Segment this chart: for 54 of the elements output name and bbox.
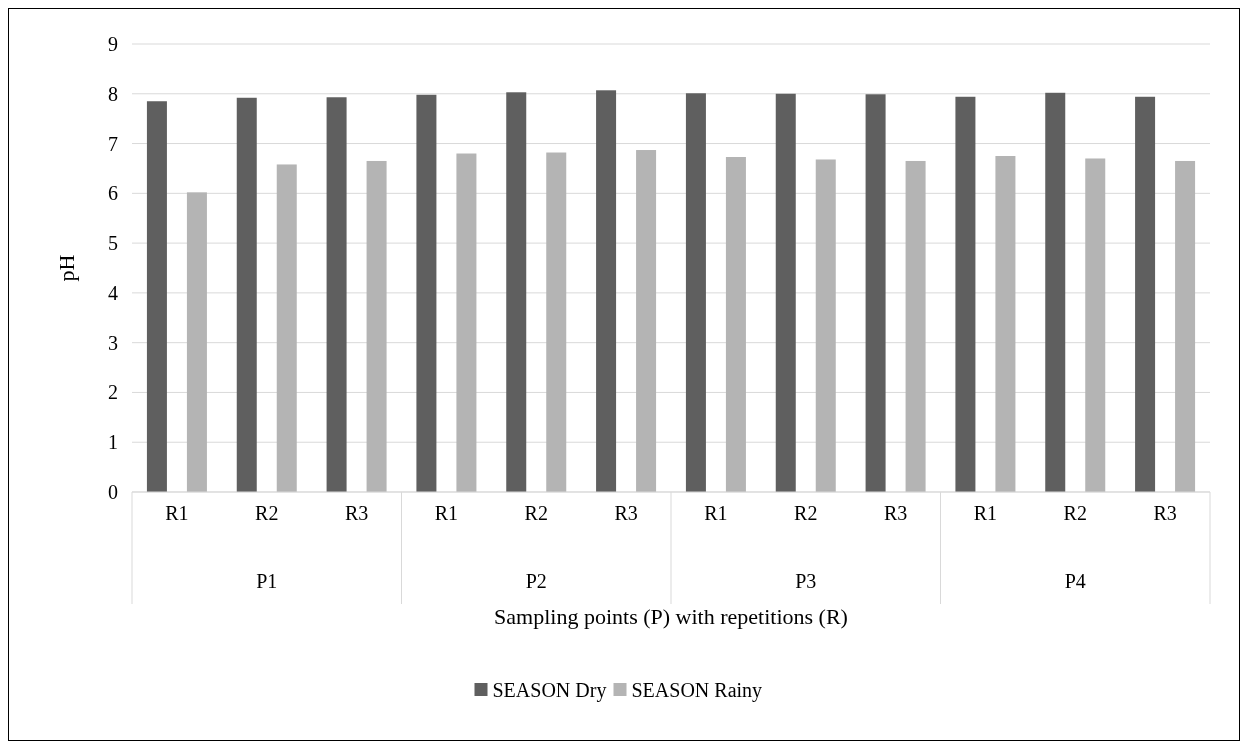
bar (236, 97, 257, 492)
legend-label: SEASON Dry (492, 679, 607, 702)
bar (416, 94, 437, 492)
bar (186, 192, 207, 492)
y-axis-title: pH (54, 254, 79, 282)
text: P3 (795, 570, 817, 592)
bar (1085, 158, 1106, 492)
y-tick-label: 7 (108, 132, 118, 155)
x-tick-label: R1 (434, 502, 459, 524)
bar (1045, 92, 1066, 492)
y-tick-label: 0 (108, 481, 118, 503)
y-tick-label: 5 (108, 232, 118, 255)
bar (775, 93, 796, 492)
bar (276, 164, 297, 492)
bar (546, 152, 567, 492)
x-tick-label: R2 (1063, 502, 1087, 524)
bar (366, 160, 387, 492)
y-tick-label: 4 (108, 281, 118, 304)
bar (506, 92, 527, 492)
legend-label: SEASON Rainy (631, 679, 763, 702)
bar (815, 159, 836, 492)
text: P1 (256, 570, 278, 592)
x-tick-label: R2 (255, 502, 279, 524)
bar (865, 94, 886, 492)
y-tick-label: 1 (108, 431, 118, 454)
y-tick-label: 6 (108, 182, 118, 205)
x-tick-label: R3 (883, 502, 908, 524)
x-axis-title: Sampling points (P) with repetitions (R) (494, 604, 848, 629)
bar (905, 160, 926, 492)
text: P2 (525, 570, 547, 592)
x-tick-label: R3 (1153, 502, 1177, 524)
text: P4 (1064, 570, 1086, 592)
y-tick-label: 2 (108, 381, 118, 404)
y-tick-label: 8 (108, 82, 118, 105)
bar (636, 150, 657, 492)
bar (1175, 160, 1196, 492)
x-tick-label: R3 (344, 502, 369, 524)
bar (1135, 96, 1156, 492)
x-tick-label: R2 (794, 502, 818, 524)
bar (995, 156, 1016, 492)
y-tick-label: 3 (108, 331, 118, 354)
x-tick-label: R2 (524, 502, 548, 524)
bar (456, 153, 477, 492)
x-tick-label: R3 (614, 502, 638, 524)
x-tick-label: R1 (704, 502, 728, 524)
y-tick-label: 9 (108, 33, 118, 55)
bar (725, 157, 746, 492)
bar (685, 93, 706, 492)
bar (596, 90, 617, 492)
bar (955, 96, 976, 492)
x-tick-label: R1 (973, 502, 998, 524)
bar (146, 101, 167, 492)
bar (326, 97, 347, 492)
x-tick-label: R1 (165, 502, 189, 524)
